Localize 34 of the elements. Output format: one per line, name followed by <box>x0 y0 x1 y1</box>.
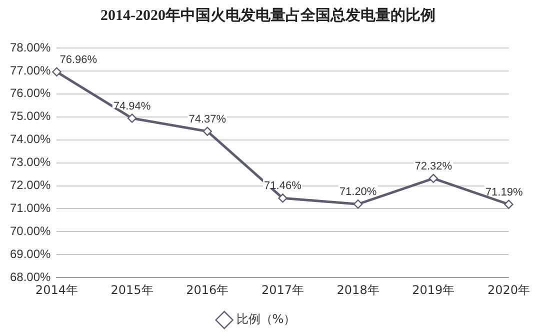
chart-title: 2014-2020年中国火电发电量占全国总发电量的比例 <box>100 6 436 25</box>
x-tick-label: 2019年 <box>412 282 455 297</box>
data-label: 74.37% <box>188 113 226 126</box>
y-tick-label: 69.00% <box>10 246 52 261</box>
data-label: 72.32% <box>414 160 452 172</box>
data-label: 71.46% <box>264 180 302 192</box>
data-label: 71.20% <box>339 186 377 198</box>
point <box>202 126 212 136</box>
point <box>353 200 363 209</box>
y-tick-label: 78.00% <box>10 40 52 54</box>
point <box>127 114 137 123</box>
x-tick-label: 2015年 <box>110 282 154 297</box>
x-tick-label: 2020年 <box>487 282 530 297</box>
data-label: 74.94% <box>113 100 151 112</box>
legend-label: 比例（%） <box>236 312 296 326</box>
x-tick-label: 2014年 <box>35 282 78 297</box>
y-tick-label: 72.00% <box>10 178 52 192</box>
y-tick-label: 71.00% <box>10 201 52 216</box>
x-tick-label: 2017年 <box>261 282 304 297</box>
data-label: 71.19% <box>485 186 523 198</box>
y-tick-label: 73.00% <box>10 155 52 170</box>
y-tick-label: 76.00% <box>10 86 52 100</box>
point <box>428 174 438 184</box>
point <box>278 194 288 203</box>
point <box>52 67 62 76</box>
x-tick-label: 2018年 <box>336 282 380 297</box>
data-label: 76.96% <box>60 54 98 66</box>
x-tick-label: 2016年 <box>186 282 229 297</box>
y-tick-label: 68.00% <box>10 270 52 284</box>
y-tick-label: 75.00% <box>10 109 52 124</box>
y-tick-label: 70.00% <box>10 224 52 238</box>
y-tick-label: 74.00% <box>10 132 52 146</box>
y-tick-label: 77.00% <box>10 63 52 78</box>
point <box>504 200 514 209</box>
